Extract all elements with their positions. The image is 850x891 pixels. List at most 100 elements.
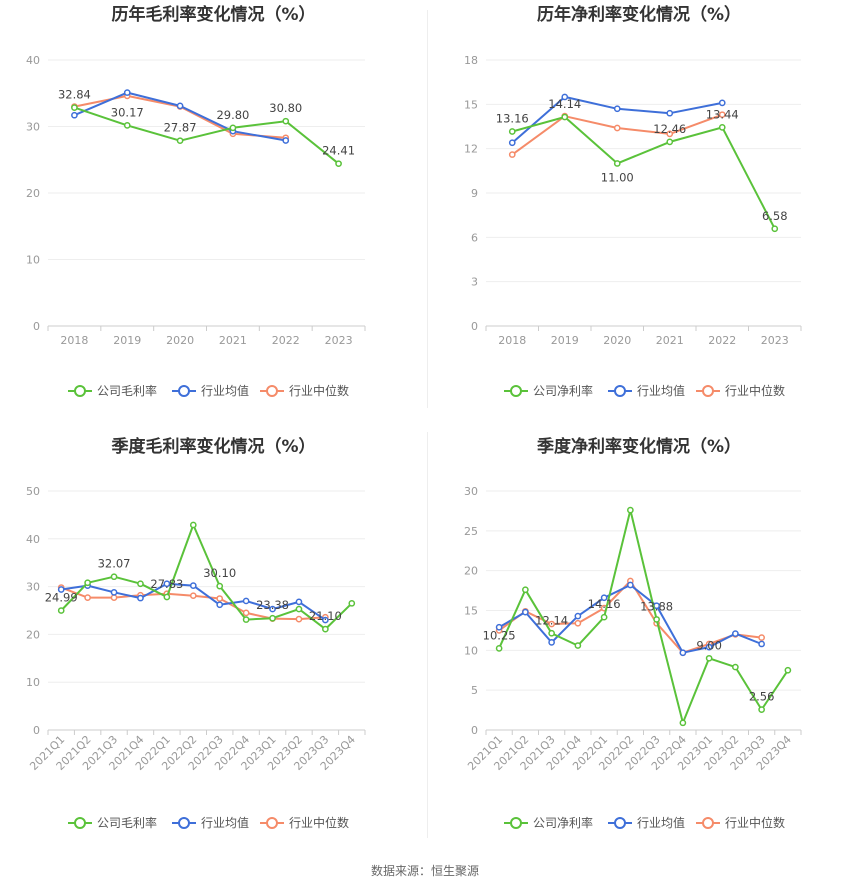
data-point-company <box>574 642 582 649</box>
legend-item-company[interactable]: 公司净利率 <box>504 815 593 830</box>
chart-title: 历年净利率变化情况（%） <box>537 4 741 25</box>
data-point-industry_avg <box>282 137 290 144</box>
data-point-industry_median <box>574 619 582 627</box>
series-line-company <box>512 116 776 230</box>
series-line-company <box>498 509 789 724</box>
data-point-industry_median <box>758 634 765 641</box>
y-tick-label: 3 <box>471 276 478 289</box>
data-label: 30.80 <box>269 101 302 115</box>
legend-marker-icon <box>702 385 714 397</box>
x-tick-label: 2023 <box>761 334 789 347</box>
legend-marker-icon <box>74 817 86 829</box>
data-point-industry_avg <box>137 594 144 602</box>
chart-title: 季度净利率变化情况（%） <box>537 436 741 457</box>
data-label: 24.41 <box>322 144 355 158</box>
data-point-industry_median <box>613 124 621 132</box>
data-label: 13.88 <box>640 599 673 613</box>
y-tick-label: 40 <box>26 54 40 67</box>
data-point-company <box>269 614 276 622</box>
data-point-company <box>508 128 516 135</box>
data-point-industry_avg <box>269 605 276 613</box>
data-label: 27.83 <box>150 577 183 591</box>
x-tick-label: 2023 <box>325 334 353 347</box>
chart-title: 历年毛利率变化情况（%） <box>111 4 315 25</box>
quarterly-gross-margin-chart: 季度毛利率变化情况（%） 0 10 20 30 40 50 2021Q1 2021Q2 2021Q… <box>0 430 427 850</box>
chart-title: 季度毛利率变化情况（%） <box>111 436 315 457</box>
legend-item-industry_median[interactable]: 行业中位数 <box>260 383 349 398</box>
data-label: 13.44 <box>706 107 739 121</box>
legend-label: 公司毛利率 <box>97 383 157 398</box>
y-tick-label: 10 <box>464 644 478 657</box>
legend-label: 行业中位数 <box>289 815 349 830</box>
legend-item-industry_median[interactable]: 行业中位数 <box>696 815 785 830</box>
legend-label: 行业中位数 <box>725 815 785 830</box>
y-tick-label: 40 <box>26 533 40 546</box>
y-tick-label: 20 <box>26 628 40 641</box>
legend-item-industry_avg[interactable]: 行业均值 <box>608 815 685 830</box>
legend-item-industry_median[interactable]: 行业中位数 <box>260 815 349 830</box>
data-point-industry_avg <box>758 640 765 648</box>
data-point-industry_avg <box>242 597 250 605</box>
legend-label: 行业均值 <box>637 815 685 830</box>
data-point-industry_avg <box>123 89 131 96</box>
data-point-company <box>229 124 237 132</box>
data-label: 12.14 <box>535 613 568 627</box>
legend-item-company[interactable]: 公司净利率 <box>504 383 593 398</box>
x-tick-label: 2018 <box>498 334 526 347</box>
data-label: 12.46 <box>653 122 686 136</box>
data-point-industry_avg <box>732 630 739 637</box>
y-tick-label: 9 <box>471 187 478 200</box>
data-point-industry_avg <box>163 580 171 588</box>
annual-net-margin-chart: 历年净利率变化情况（%） 0 3 6 9 12 15 18 2018 2019 2020 2021 20… <box>428 0 850 410</box>
legend-item-industry_avg[interactable]: 行业均值 <box>172 383 249 398</box>
data-point-industry_avg <box>600 594 608 602</box>
data-label: 27.87 <box>164 121 197 135</box>
legend-marker-icon <box>266 817 278 829</box>
data-point-company <box>322 625 329 633</box>
legend-marker-icon <box>74 385 86 397</box>
data-source-note: 数据来源：恒生聚源 <box>370 864 479 878</box>
y-tick-label: 10 <box>26 676 40 689</box>
x-tick-label: 2020 <box>603 334 631 347</box>
data-point-industry_median <box>84 594 91 601</box>
data-point-company <box>242 616 250 623</box>
data-point-company <box>57 607 65 614</box>
data-point-industry_median <box>216 595 224 602</box>
y-tick-label: 0 <box>471 724 478 737</box>
data-label: 6.58 <box>762 209 788 223</box>
data-label: 21.10 <box>309 609 342 623</box>
data-point-company <box>705 654 713 662</box>
series-line-company <box>60 523 353 631</box>
data-point-industry_avg <box>548 639 555 646</box>
data-point-industry_avg <box>176 102 184 110</box>
legend-item-industry_avg[interactable]: 行业均值 <box>172 815 249 830</box>
data-point-company <box>189 521 197 529</box>
y-tick-label: 18 <box>464 54 478 67</box>
data-point-industry_avg <box>574 612 582 620</box>
data-point-company <box>522 586 529 594</box>
legend-marker-icon <box>614 817 626 829</box>
data-label: 24.99 <box>45 591 78 605</box>
x-tick-label: 2019 <box>551 334 579 347</box>
data-point-company <box>137 580 144 588</box>
data-point-company <box>758 706 765 713</box>
data-point-company <box>784 666 792 674</box>
data-label: 14.16 <box>588 597 621 611</box>
legend-item-company[interactable]: 公司毛利率 <box>68 383 157 398</box>
data-point-industry_median <box>110 594 118 601</box>
data-point-industry_avg <box>110 588 118 596</box>
data-label: 23.38 <box>256 598 289 612</box>
data-point-company <box>163 593 171 601</box>
legend-item-industry_median[interactable]: 行业中位数 <box>696 383 785 398</box>
legend-item-industry_avg[interactable]: 行业均值 <box>608 383 685 398</box>
legend-item-company[interactable]: 公司毛利率 <box>68 815 157 830</box>
data-point-industry_avg <box>666 109 674 117</box>
data-point-industry_avg <box>561 93 569 101</box>
data-point-company <box>548 629 555 637</box>
data-point-company <box>666 138 674 146</box>
y-tick-label: 25 <box>464 525 478 538</box>
quarterly-net-svg: 季度净利率变化情况（%）0510152025302021Q12021Q22021… <box>464 436 802 830</box>
legend-marker-icon <box>178 817 190 829</box>
y-tick-label: 6 <box>471 231 478 244</box>
legend-label: 行业中位数 <box>725 383 785 398</box>
